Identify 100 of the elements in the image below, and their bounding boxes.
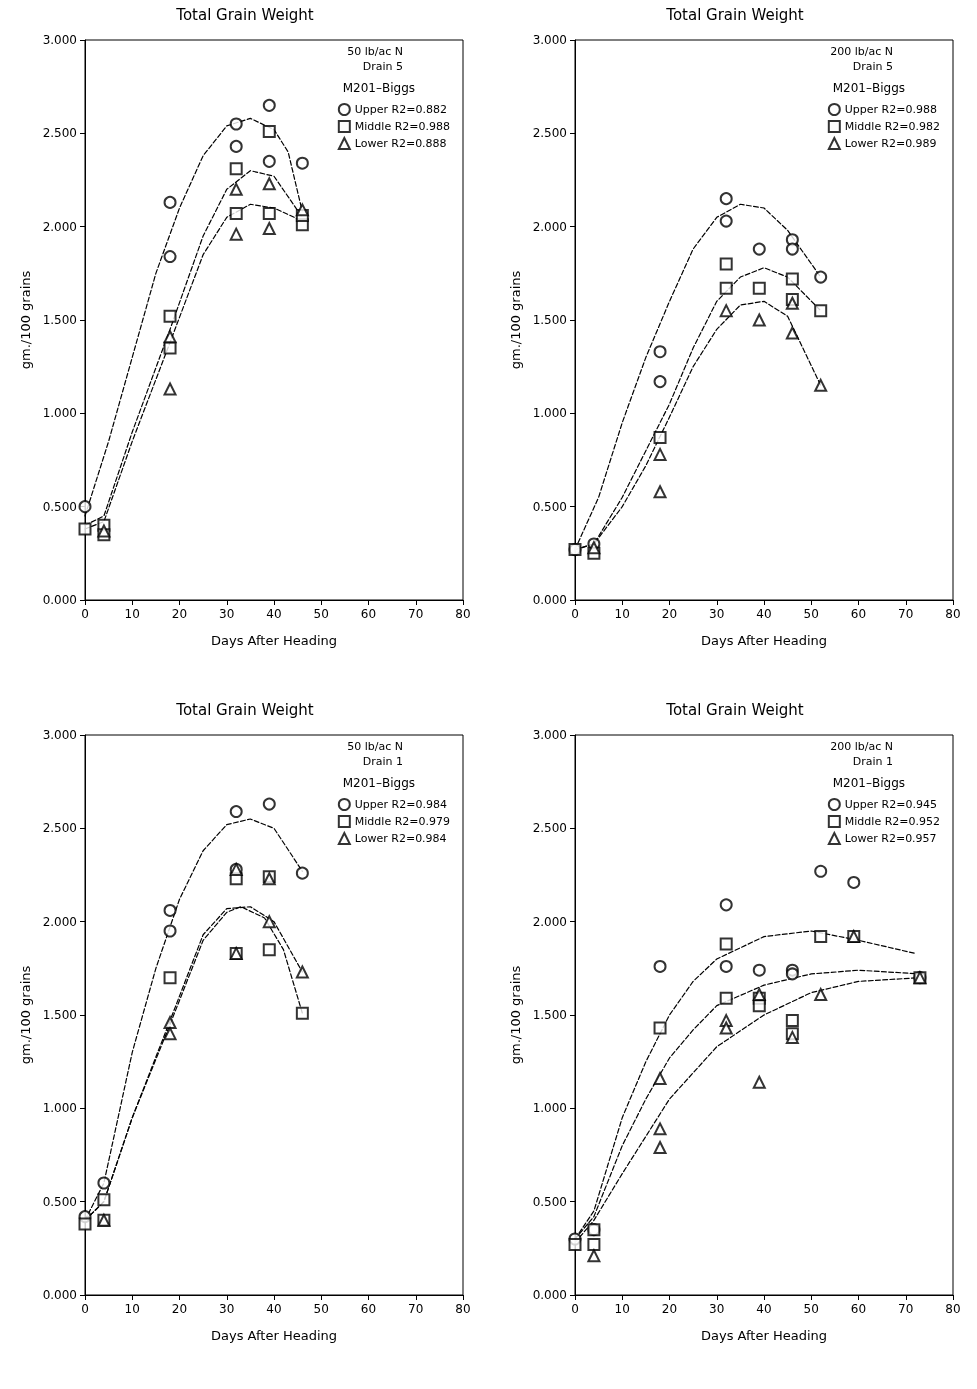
annotation: 50 lb/ac N (347, 45, 404, 58)
x-axis-title: Days After Heading (210, 633, 338, 648)
x-tick-label: 30 (709, 607, 725, 621)
x-tick-label: 60 (850, 1302, 867, 1316)
y-tick-label: 0.500 (532, 1194, 567, 1209)
annotation: Drain 5 (362, 60, 404, 73)
chart-title: Total Grain Weight (175, 700, 314, 719)
annotation: Drain 5 (852, 60, 894, 73)
legend-label: Middle R2=0.979 (354, 815, 451, 828)
x-axis-title: Days After Heading (700, 633, 828, 648)
annotation: Drain 1 (362, 755, 404, 768)
x-tick-label: 10 (614, 607, 630, 621)
legend-label: Middle R2=0.952 (844, 815, 941, 828)
annotation: 200 lb/ac N (830, 45, 894, 58)
x-tick-label: 70 (408, 1302, 424, 1316)
legend-label: Upper R2=0.984 (354, 798, 447, 811)
legend-label: Middle R2=0.988 (354, 120, 451, 133)
x-tick-label: 70 (898, 1302, 914, 1316)
annotation: 50 lb/ac N (347, 740, 404, 753)
chart-title: Total Grain Weight (665, 700, 804, 719)
x-tick-label: 80 (945, 607, 961, 621)
x-tick-label: 80 (945, 1302, 961, 1316)
y-tick-label: 1.500 (532, 1008, 567, 1022)
legend-label: Lower R2=0.984 (354, 832, 447, 845)
y-tick-label: 3.000 (532, 33, 567, 47)
y-tick-label: 0.500 (42, 499, 77, 514)
y-tick-label: 3.000 (42, 33, 77, 47)
x-tick-label: 0 (571, 607, 579, 621)
x-tick-label: 40 (266, 1302, 282, 1316)
y-tick-label: 2.000 (42, 914, 77, 929)
x-tick-label: 50 (803, 1302, 819, 1316)
x-tick-label: 40 (756, 1302, 772, 1316)
y-tick-label: 1.500 (42, 1008, 77, 1022)
y-tick-label: 2.500 (42, 126, 77, 141)
y-axis-title: gm./100 grains (507, 965, 523, 1065)
y-tick-label: 2.500 (532, 126, 567, 141)
x-tick-label: 70 (408, 607, 424, 621)
y-axis-title: gm./100 grains (17, 965, 33, 1065)
y-tick-label: 1.000 (42, 406, 77, 421)
y-tick-label: 0.000 (42, 593, 77, 607)
legend-title: M201–Biggs (342, 81, 415, 95)
x-tick-label: 20 (171, 607, 188, 621)
x-tick-label: 60 (360, 1302, 377, 1316)
chart-title: Total Grain Weight (175, 5, 314, 24)
y-tick-label: 3.000 (42, 728, 77, 742)
y-axis-title: gm./100 grains (507, 270, 523, 370)
y-tick-label: 1.000 (42, 1101, 77, 1116)
y-tick-label: 3.000 (532, 728, 567, 742)
x-tick-label: 20 (171, 1302, 188, 1316)
x-tick-label: 80 (455, 1302, 471, 1316)
legend-title: M201–Biggs (342, 776, 415, 790)
x-tick-label: 60 (850, 607, 867, 621)
annotation: Drain 1 (852, 755, 894, 768)
x-tick-label: 60 (360, 607, 377, 621)
legend-label: Lower R2=0.989 (844, 137, 937, 150)
y-tick-label: 0.500 (532, 499, 567, 514)
y-tick-label: 1.500 (42, 313, 77, 327)
y-axis-title: gm./100 grains (17, 270, 33, 370)
x-tick-label: 40 (266, 607, 282, 621)
x-tick-label: 0 (81, 1302, 89, 1316)
legend-label: Lower R2=0.888 (354, 137, 447, 150)
x-tick-label: 10 (124, 1302, 140, 1316)
y-tick-label: 0.500 (42, 1194, 77, 1209)
x-tick-label: 30 (219, 1302, 235, 1316)
x-tick-label: 80 (455, 607, 471, 621)
y-tick-label: 0.000 (42, 1288, 77, 1302)
y-tick-label: 2.000 (532, 219, 567, 234)
legend-label: Lower R2=0.957 (844, 832, 937, 845)
x-tick-label: 40 (756, 607, 772, 621)
y-tick-label: 1.000 (532, 1101, 567, 1116)
legend-title: M201–Biggs (832, 81, 905, 95)
chart-title: Total Grain Weight (665, 5, 804, 24)
annotation: 200 lb/ac N (830, 740, 894, 753)
x-tick-label: 50 (313, 607, 329, 621)
legend-label: Upper R2=0.988 (844, 103, 937, 116)
x-tick-label: 30 (219, 607, 235, 621)
legend-label: Upper R2=0.882 (354, 103, 447, 116)
y-tick-label: 2.000 (532, 914, 567, 929)
x-tick-label: 70 (898, 607, 914, 621)
x-tick-label: 50 (803, 607, 819, 621)
x-tick-label: 20 (661, 607, 678, 621)
x-tick-label: 0 (571, 1302, 579, 1316)
y-tick-label: 1.500 (532, 313, 567, 327)
x-tick-label: 50 (313, 1302, 329, 1316)
y-tick-label: 2.000 (42, 219, 77, 234)
y-tick-label: 2.500 (532, 821, 567, 836)
legend-label: Upper R2=0.945 (844, 798, 937, 811)
y-tick-label: 0.000 (532, 1288, 567, 1302)
y-tick-label: 0.000 (532, 593, 567, 607)
x-tick-label: 0 (81, 607, 89, 621)
x-axis-title: Days After Heading (210, 1328, 338, 1343)
y-tick-label: 1.000 (532, 406, 567, 421)
x-tick-label: 10 (124, 607, 140, 621)
x-axis-title: Days After Heading (700, 1328, 828, 1343)
legend-label: Middle R2=0.982 (844, 120, 941, 133)
y-tick-label: 2.500 (42, 821, 77, 836)
x-tick-label: 30 (709, 1302, 725, 1316)
legend-title: M201–Biggs (832, 776, 905, 790)
x-tick-label: 10 (614, 1302, 630, 1316)
x-tick-label: 20 (661, 1302, 678, 1316)
